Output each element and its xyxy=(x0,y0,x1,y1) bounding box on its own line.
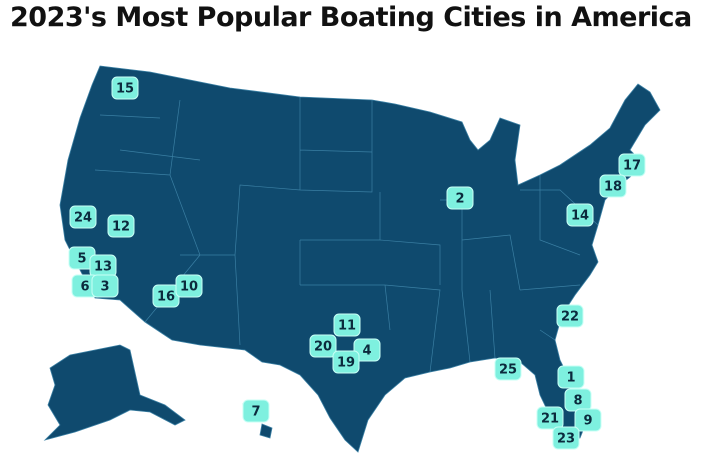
marker-box xyxy=(242,399,270,423)
marker-box xyxy=(574,408,602,432)
city-marker: 5 xyxy=(68,246,96,270)
marker-box xyxy=(446,186,474,210)
marker-box xyxy=(618,153,646,177)
city-marker: 11 xyxy=(333,313,361,337)
marker-box xyxy=(333,313,361,337)
marker-box xyxy=(107,214,135,238)
marker-box xyxy=(111,76,139,100)
marker-label: 6 xyxy=(80,280,89,295)
marker-label: 5 xyxy=(77,252,86,267)
marker-box xyxy=(175,274,203,298)
us-map xyxy=(43,65,661,453)
marker-box xyxy=(557,365,585,389)
city-marker: 17 xyxy=(618,153,646,177)
marker-box xyxy=(332,350,360,374)
city-marker: 2 xyxy=(446,186,474,210)
city-marker: 20 xyxy=(309,334,337,358)
marker-label: 8 xyxy=(573,394,582,409)
city-marker: 21 xyxy=(536,406,564,430)
marker-label: 13 xyxy=(94,260,112,275)
city-marker: 18 xyxy=(599,174,627,198)
title: 2023's Most Popular Boating Cities in Am… xyxy=(10,2,692,33)
marker-label: 22 xyxy=(561,310,579,325)
marker-label: 4 xyxy=(362,344,371,359)
marker-label: 14 xyxy=(571,209,589,224)
marker-box xyxy=(309,334,337,358)
marker-box xyxy=(536,406,564,430)
city-marker: 1 xyxy=(557,365,585,389)
city-marker: 13 xyxy=(89,254,117,278)
marker-label: 12 xyxy=(112,220,130,235)
city-marker: 12 xyxy=(107,214,135,238)
contiguous-us xyxy=(59,65,661,453)
marker-label: 20 xyxy=(314,340,332,355)
marker-label: 1 xyxy=(566,371,575,386)
marker-label: 9 xyxy=(583,414,592,429)
city-marker: 10 xyxy=(175,274,203,298)
city-marker: 9 xyxy=(574,408,602,432)
city-marker: 19 xyxy=(332,350,360,374)
marker-label: 16 xyxy=(157,290,175,305)
marker-box xyxy=(353,338,381,362)
marker-label: 15 xyxy=(116,82,134,97)
marker-box xyxy=(552,426,580,450)
marker-label: 19 xyxy=(337,356,355,371)
marker-label: 11 xyxy=(338,319,356,334)
marker-label: 10 xyxy=(180,280,198,295)
marker-label: 2 xyxy=(455,192,464,207)
city-marker: 15 xyxy=(111,76,139,100)
marker-label: 3 xyxy=(100,280,109,295)
alaska xyxy=(43,344,186,441)
city-marker: 16 xyxy=(152,284,180,308)
marker-box xyxy=(556,304,584,328)
city-marker: 22 xyxy=(556,304,584,328)
city-marker: 24 xyxy=(69,205,97,229)
city-marker: 14 xyxy=(566,203,594,227)
marker-box xyxy=(599,174,627,198)
marker-box xyxy=(91,274,119,298)
city-marker: 23 xyxy=(552,426,580,450)
marker-box xyxy=(566,203,594,227)
marker-label: 23 xyxy=(557,432,575,447)
marker-box xyxy=(69,205,97,229)
city-marker: 4 xyxy=(353,338,381,362)
marker-box xyxy=(494,357,522,381)
city-marker: 8 xyxy=(564,388,592,412)
city-marker: 25 xyxy=(494,357,522,381)
marker-label: 24 xyxy=(74,211,92,226)
city-marker: 3 xyxy=(91,274,119,298)
city-marker: 7 xyxy=(242,399,270,423)
marker-label: 25 xyxy=(499,363,517,378)
marker-label: 17 xyxy=(623,159,641,174)
marker-label: 21 xyxy=(541,412,559,427)
marker-label: 18 xyxy=(604,180,622,195)
state-lines xyxy=(94,97,599,373)
marker-label: 7 xyxy=(251,405,260,420)
